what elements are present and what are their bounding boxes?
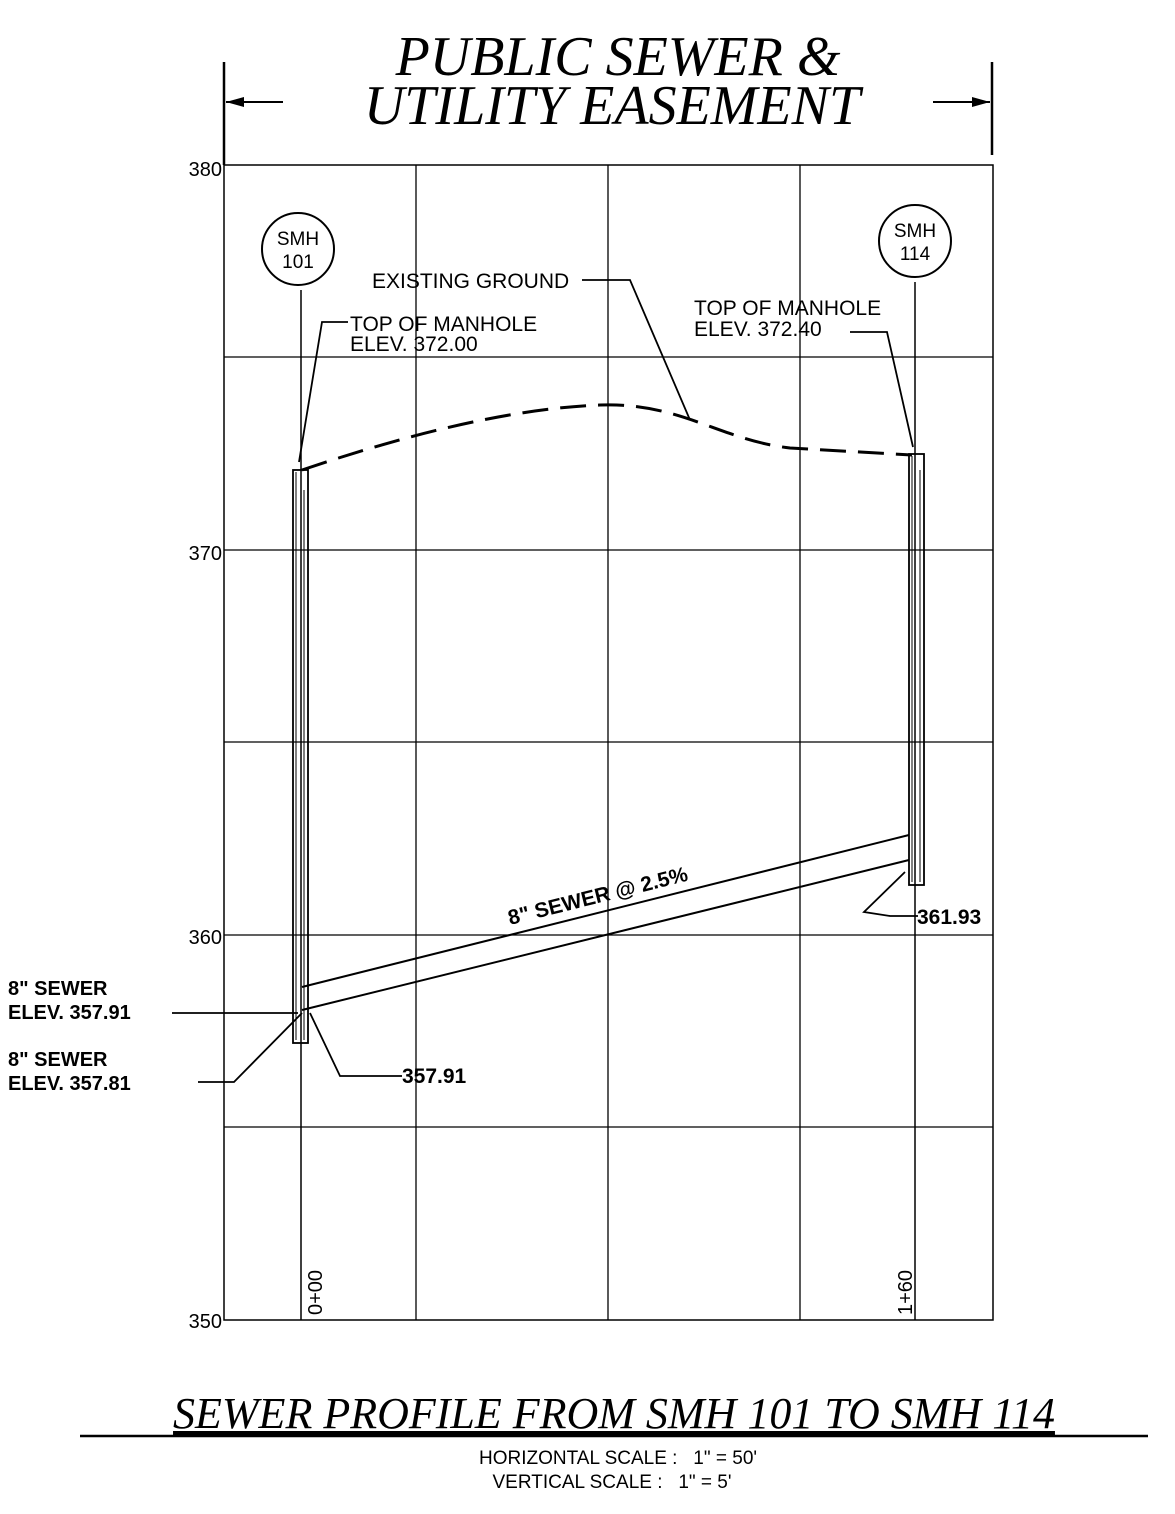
- manhole-shaft-smh-101: [292, 469, 309, 1044]
- station-label-1: 1+60: [895, 1270, 917, 1315]
- invert-left-label: 357.91: [402, 1065, 467, 1088]
- elevation-tick-label: 350: [189, 1311, 222, 1333]
- manhole-label-bottom: 101: [282, 252, 314, 273]
- top-of-manhole-right-label: TOP OF MANHOLE: [694, 297, 881, 320]
- elevation-tick-label: 360: [189, 927, 222, 949]
- elevation-tick-label: 380: [189, 159, 222, 181]
- top-of-manhole-right-elev: ELEV. 372.40: [694, 318, 822, 341]
- station-label-0: 0+00: [305, 1270, 327, 1315]
- manhole-bubble-smh-101: SMH 101: [261, 212, 335, 286]
- sewer-pipe: [301, 834, 910, 1011]
- manhole-bubble-smh-114: SMH 114: [878, 204, 952, 278]
- easement-dimension: [222, 62, 994, 165]
- manhole-shaft-smh-114: [908, 453, 925, 886]
- profile-grid: [223, 164, 994, 1321]
- top-of-manhole-left-label: TOP OF MANHOLE: [350, 313, 537, 336]
- manhole-label-top: SMH: [894, 221, 936, 242]
- right-arrowhead-icon: [972, 97, 990, 107]
- vertical-scale-label: VERTICAL SCALE : 1" = 5': [492, 1472, 731, 1493]
- existing-ground-line: [301, 403, 913, 472]
- top-of-manhole-left-elev: ELEV. 372.00: [350, 333, 478, 356]
- header-line-1: PUBLIC SEWER &: [395, 26, 841, 88]
- header-line-2: UTILITY EASEMENT: [364, 75, 864, 137]
- annotation-leaders: [172, 279, 918, 1083]
- manhole-label-bottom: 114: [900, 244, 931, 265]
- existing-ground-label: EXISTING GROUND: [372, 270, 569, 293]
- elevation-tick-label: 370: [189, 543, 222, 565]
- profile-title: SEWER PROFILE FROM SMH 101 TO SMH 114: [173, 1389, 1055, 1438]
- invert-right-label: 361.93: [917, 906, 981, 929]
- sewer-out-label: 8" SEWER: [8, 1049, 108, 1071]
- manhole-label-top: SMH: [277, 229, 319, 250]
- sewer-out-elev: ELEV. 357.81: [8, 1073, 131, 1095]
- left-arrowhead-icon: [226, 97, 244, 107]
- sewer-in-label: 8" SEWER: [8, 978, 108, 1000]
- sewer-in-elev: ELEV. 357.91: [8, 1002, 131, 1024]
- horizontal-scale-label: HORIZONTAL SCALE : 1" = 50': [479, 1448, 757, 1469]
